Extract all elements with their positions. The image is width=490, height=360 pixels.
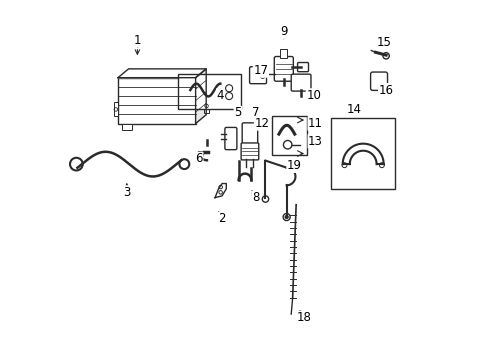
Text: 17: 17: [253, 64, 269, 77]
Bar: [331, 118, 395, 189]
Text: 10: 10: [306, 89, 321, 102]
FancyBboxPatch shape: [242, 123, 258, 147]
Text: 7: 7: [252, 107, 259, 120]
Polygon shape: [118, 69, 206, 78]
FancyBboxPatch shape: [241, 143, 259, 160]
Text: 11: 11: [308, 117, 323, 130]
Polygon shape: [215, 184, 226, 198]
Bar: [178, 74, 242, 109]
FancyBboxPatch shape: [249, 67, 267, 84]
Text: 13: 13: [308, 135, 323, 148]
FancyBboxPatch shape: [291, 74, 311, 91]
FancyBboxPatch shape: [297, 63, 309, 72]
Bar: [280, 49, 287, 58]
Text: 15: 15: [377, 36, 392, 49]
Circle shape: [285, 215, 289, 219]
Bar: [114, 102, 118, 117]
Text: 9: 9: [280, 25, 288, 38]
Text: 16: 16: [379, 84, 393, 96]
Polygon shape: [343, 144, 384, 164]
Text: 8: 8: [252, 191, 259, 204]
Text: 19: 19: [287, 159, 302, 172]
FancyBboxPatch shape: [370, 72, 388, 90]
Text: 3: 3: [123, 186, 130, 199]
Bar: [272, 117, 307, 155]
Bar: [118, 78, 196, 123]
FancyBboxPatch shape: [274, 57, 294, 81]
Text: 6: 6: [196, 152, 203, 165]
Text: 4: 4: [217, 89, 224, 102]
Bar: [122, 123, 132, 130]
Text: 14: 14: [347, 103, 362, 116]
Polygon shape: [196, 69, 206, 123]
Text: 5: 5: [234, 107, 242, 120]
Text: 1: 1: [134, 34, 141, 47]
FancyBboxPatch shape: [225, 127, 237, 150]
Bar: [204, 99, 209, 113]
Text: 18: 18: [297, 311, 312, 324]
Text: 12: 12: [254, 117, 270, 130]
Text: 2: 2: [219, 212, 226, 225]
